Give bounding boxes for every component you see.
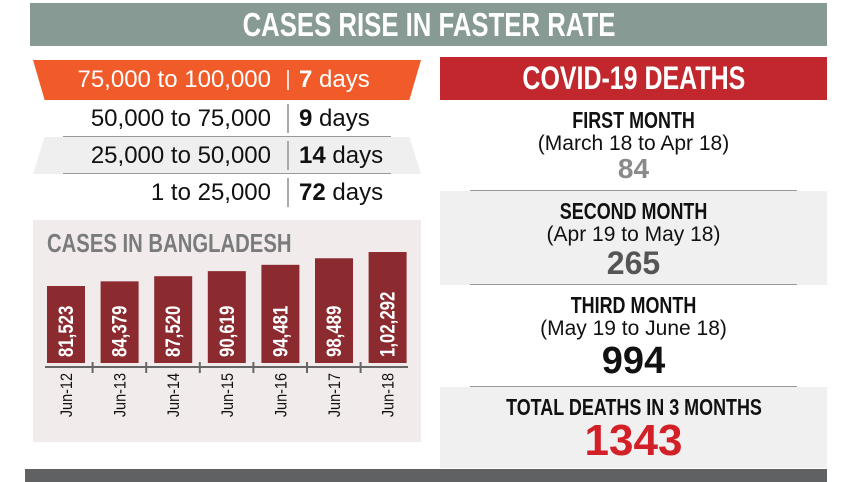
section-value: 994 [601,340,666,382]
days-value: 9 [299,105,313,132]
x-tick-label: Jun-12 [58,373,76,417]
section-period: (Apr 19 to May 18) [546,223,721,246]
x-tick-label: Jun-15 [219,373,237,417]
range-label: 75,000 to 100,000 [77,66,271,93]
bar-value-label: 1,02,292 [377,292,400,357]
deaths-panel: COVID-19 DEATHS FIRST MONTH (March 18 to… [440,57,827,468]
days-value: 14 [299,142,326,169]
bar [315,258,353,363]
bar [100,281,139,363]
deaths-title: COVID-19 DEATHS [522,60,745,96]
deaths-section-first: FIRST MONTH (March 18 to Apr 18) 84 [440,100,827,191]
bar-value-label: 90,619 [216,306,239,357]
bar [154,276,193,363]
bar-value-label: 87,520 [163,306,186,357]
range-label: 25,000 to 50,000 [90,142,271,169]
bar-value-label: 94,481 [270,305,293,357]
total-value: 1343 [584,416,683,465]
section-label: THIRD MONTH [570,292,697,318]
bar-value-label: 98,489 [323,306,346,357]
chart-title: CASES IN BANGLADESH [47,228,292,258]
days-unit: days [332,142,384,169]
days-unit: days [332,179,384,206]
section-value: 265 [606,245,661,281]
deaths-section-third: THIRD MONTH (May 19 to June 18) 994 [440,285,827,387]
bar-value-label: 81,523 [55,306,78,357]
bar-value-label: 84,379 [109,306,132,357]
deaths-header: COVID-19 DEATHS [440,57,827,100]
range-row: 50,000 to 75,000 9 days [33,100,421,137]
footer-bar [25,469,827,482]
days-value: 72 [299,179,326,206]
range-row: 25,000 to 50,000 14 days [33,137,421,174]
headline-banner: CASES RISE IN FASTER RATE [30,3,827,46]
range-label: 50,000 to 75,000 [90,105,271,132]
case-range-table: 75,000 to 100,000 7 days 50,000 to 75,00… [33,60,421,211]
bar [368,252,407,363]
x-tick-label: Jun-16 [272,373,290,417]
days-value: 7 [299,66,313,93]
x-tick-label: Jun-17 [326,373,344,417]
section-period: (May 19 to June 18) [540,317,727,340]
section-value: 84 [617,153,650,184]
x-tick-label: Jun-14 [165,373,183,417]
bar [207,271,246,363]
range-row: 75,000 to 100,000 7 days [33,60,421,100]
section-label: FIRST MONTH [572,107,695,133]
headline-title: CASES RISE IN FASTER RATE [242,6,615,43]
x-tick-label: Jun-18 [380,373,398,417]
bar [261,264,300,363]
days-unit: days [319,105,370,132]
section-label: SECOND MONTH [559,198,708,224]
section-period: (March 18 to Apr 18) [537,132,730,155]
total-label: TOTAL DEATHS IN 3 MONTHS [505,394,762,420]
range-label: 1 to 25,000 [150,179,271,206]
range-row: 1 to 25,000 72 days [33,174,421,211]
cases-bar-chart: 81,523 Jun-12 84,379 Jun-13 87,520 Jun-14 90,6… [33,220,421,442]
days-unit: days [319,66,370,93]
x-tick-label: Jun-13 [112,373,130,417]
bar [47,286,85,363]
deaths-total: TOTAL DEATHS IN 3 MONTHS 1343 [440,387,827,468]
deaths-section-second: SECOND MONTH (Apr 19 to May 18) 265 [440,191,827,285]
chart-plot: 81,523 Jun-12 84,379 Jun-13 87,520 Jun-14 90,6… [45,252,408,417]
